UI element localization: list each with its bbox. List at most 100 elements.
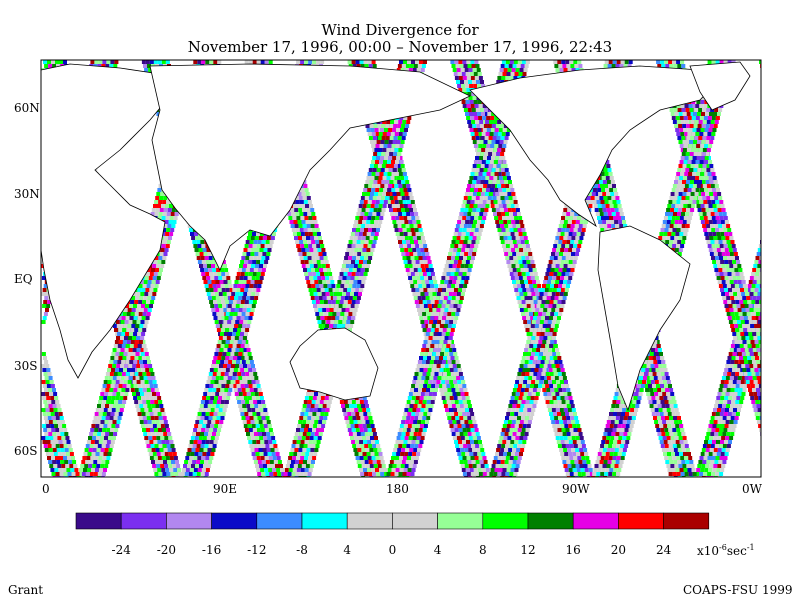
swath-cell [248,232,252,236]
swath-cell [751,300,756,304]
swath-cell [415,260,420,264]
swath-cell [241,360,246,364]
swath-cell [208,460,213,464]
swath-cell [191,236,196,240]
swath-cell [204,432,208,436]
swath-cell [359,456,364,460]
swath-cell [450,340,454,344]
swath-cell [196,444,201,448]
swath-cell [139,348,144,352]
swath-cell [122,340,127,344]
swath-cell [709,436,714,440]
swath-cell [198,248,203,252]
swath-cell [253,460,258,464]
swath-cell [387,204,392,208]
swath-cell [759,284,761,288]
swath-cell [253,444,258,448]
swath-cell [203,404,208,408]
swath-cell [250,432,254,436]
swath-cell [94,440,99,444]
swath-cell [316,260,321,264]
swath-cell [105,432,110,436]
swath-cell [307,240,312,244]
swath-cell [326,308,331,312]
swath-cell [208,256,213,260]
swath-cell [737,392,742,396]
swath-cell [410,200,415,204]
swath-cell [201,272,206,276]
swath-cell [240,316,245,320]
swath-cell [210,304,215,308]
swath-cell [134,340,139,344]
swath-cell [418,284,423,288]
swath-cell [721,392,726,396]
swath-cell [420,320,425,324]
swath-cell [367,132,372,136]
swath-cell [450,372,455,376]
swath-cell [372,136,377,140]
swath-cell [265,240,270,244]
swath-cell [718,416,723,420]
swath-cell [265,444,270,448]
swath-cell [149,396,154,400]
swath-cell [259,452,264,456]
swath-cell [257,240,262,244]
swath-cell [257,400,262,404]
swath-cell [351,440,356,444]
swath-cell [133,396,138,400]
swath-cell [228,360,233,364]
swath-cell [339,400,344,404]
swath-cell [234,336,239,340]
swath-cell [725,408,729,412]
swath-cell [315,256,320,260]
swath-cell [727,384,732,388]
swath-cell [98,412,103,416]
swath-cell [145,304,149,308]
swath-cell [357,420,362,424]
swath-cell [224,388,229,392]
swath-cell [419,316,424,320]
swath-cell [161,260,166,264]
swath-cell [130,356,135,360]
swath-cell [205,428,210,432]
swath-cell [243,320,248,324]
swath-cell [375,132,380,136]
swath-cell [318,296,323,300]
swath-cell [225,340,230,344]
swath-cell [310,224,315,228]
swath-cell [245,388,250,392]
swath-cell [243,352,248,356]
swath-cell [428,292,433,296]
swath-cell [316,288,321,292]
swath-cell [94,456,99,460]
swath-cell [194,436,199,440]
swath-cell [409,268,414,272]
swath-cell [263,424,268,428]
swath-cell [413,296,418,300]
swath-cell [107,368,111,372]
swath-cell [323,312,328,316]
swath-cell [757,248,761,252]
swath-cell [366,408,371,412]
swath-cell [222,324,227,328]
swath-cell [321,248,326,252]
swath-cell [250,448,255,452]
swath-cell [217,316,222,320]
swath-cell [416,276,421,280]
swath-cell [135,404,140,408]
swath-cell [107,452,112,456]
swath-cell [134,356,139,360]
swath-cell [142,328,147,332]
swath-cell [371,132,376,136]
swath-cell [301,220,306,224]
swath-cell [148,424,153,428]
swath-cell [103,424,108,428]
swath-cell [158,400,163,404]
swath-cell [138,300,143,304]
swath-cell [137,412,142,416]
swath-cell [105,372,110,376]
swath-cell [109,432,114,436]
swath-cell [399,216,404,220]
swath-cell [252,384,257,388]
swath-cell [256,288,261,292]
